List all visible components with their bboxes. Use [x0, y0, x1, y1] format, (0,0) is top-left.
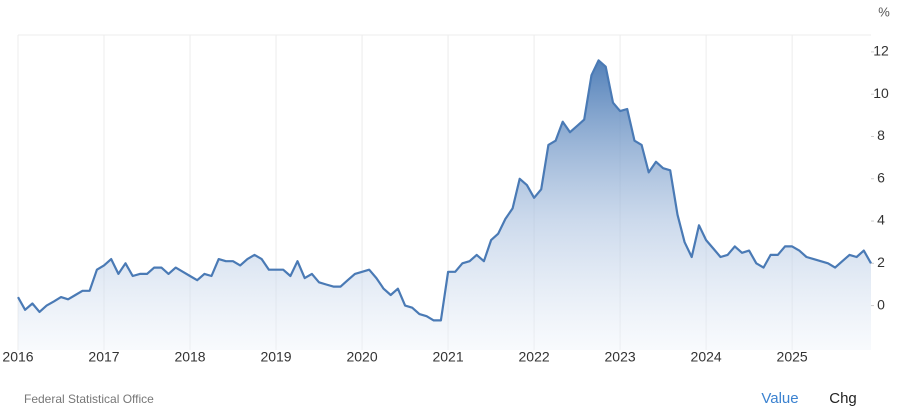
source: Federal Statistical Office	[24, 392, 154, 406]
value-button[interactable]: Value	[761, 390, 798, 407]
y-tick-label: 10	[873, 85, 889, 101]
x-tick-label: 2023	[605, 349, 636, 365]
y-tick-label: 12	[873, 43, 889, 59]
x-tick-label: 2018	[174, 349, 205, 365]
x-tick-label: 2016	[2, 349, 33, 365]
y-unit: %	[878, 4, 890, 19]
y-tick-label: 8	[877, 127, 885, 143]
y-tick-label: 2	[877, 254, 885, 270]
y-tick-label: 0	[877, 296, 885, 312]
x-tick-label: 2022	[519, 349, 550, 365]
y-tick-label: 4	[877, 212, 885, 228]
y-tick-label: 6	[877, 169, 885, 185]
change-button[interactable]: Chg	[829, 390, 857, 407]
x-tick-label: 2020	[346, 349, 377, 365]
x-tick-label: 2021	[432, 349, 463, 365]
area	[18, 60, 871, 351]
x-tick-label: 2017	[88, 349, 119, 365]
x-tick-label: 2025	[777, 349, 808, 365]
x-tick-label: 2019	[260, 349, 291, 365]
x-tick-label: 2024	[691, 349, 722, 365]
line	[17, 59, 872, 322]
